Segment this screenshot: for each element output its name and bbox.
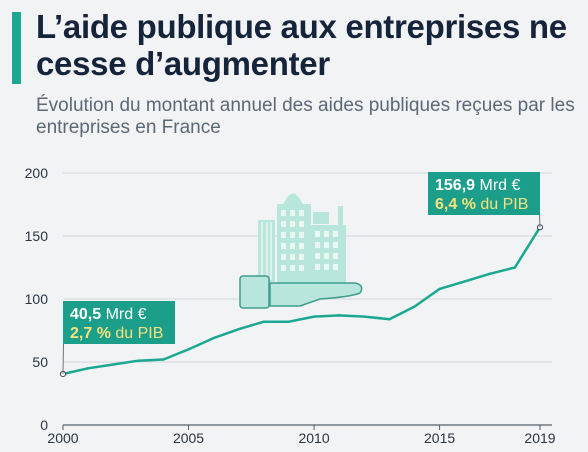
- y-tick-label: 0: [40, 417, 48, 433]
- data-point: [187, 348, 190, 351]
- callout-box: [428, 172, 540, 215]
- callout-box: [63, 301, 175, 344]
- data-point: [513, 266, 517, 269]
- callouts: 40,5 Mrd € 2,7 % du PIB 156,9 Mrd € 6,4 % d…: [62, 172, 541, 374]
- data-point: [86, 367, 90, 370]
- x-tick-label: 2015: [424, 430, 455, 446]
- data-point: [488, 272, 491, 275]
- data-point: [312, 315, 316, 318]
- data-point: [463, 280, 466, 283]
- x-tick-label: 2000: [47, 430, 78, 446]
- x-axis: 2000 2005 2010 2015 2019: [47, 425, 556, 446]
- data-point: [388, 317, 391, 321]
- page-subtitle: Évolution du montant annuel des aides pu…: [36, 95, 575, 138]
- building-on-hand-icon: [239, 193, 363, 309]
- data-point: [262, 320, 266, 323]
- data-point: [337, 314, 341, 317]
- callout-pct: 6,4 % du PIB: [435, 196, 528, 213]
- x-tick-label: 2010: [298, 430, 329, 446]
- data-point: [287, 320, 291, 323]
- x-tick-label: 2005: [173, 430, 204, 446]
- data-point: [212, 336, 215, 340]
- y-tick-label: 50: [32, 354, 48, 370]
- callout-leader: [539, 214, 541, 228]
- callout-pct: 2,7 % du PIB: [70, 325, 163, 342]
- callout-amount: 156,9 Mrd €: [435, 177, 520, 194]
- callout-amount: 40,5 Mrd €: [70, 306, 147, 323]
- data-point: [162, 358, 165, 361]
- data-point: [237, 328, 240, 331]
- page-title: L’aide publique aux entreprises ne cesse…: [36, 8, 567, 82]
- y-axis: 0 50 100 150 200: [25, 165, 49, 433]
- data-point: [137, 359, 140, 362]
- data-point: [438, 287, 441, 291]
- data-point: [112, 363, 115, 366]
- data-point: [363, 315, 366, 318]
- callout-leader: [62, 343, 64, 374]
- y-tick-label: 150: [25, 228, 49, 244]
- data-point: [413, 305, 416, 308]
- title-accent-bar: [12, 12, 21, 84]
- series-line: [61, 226, 542, 376]
- y-tick-label: 100: [25, 291, 49, 307]
- y-tick-label: 200: [25, 165, 49, 181]
- x-tick-label: 2019: [524, 430, 555, 446]
